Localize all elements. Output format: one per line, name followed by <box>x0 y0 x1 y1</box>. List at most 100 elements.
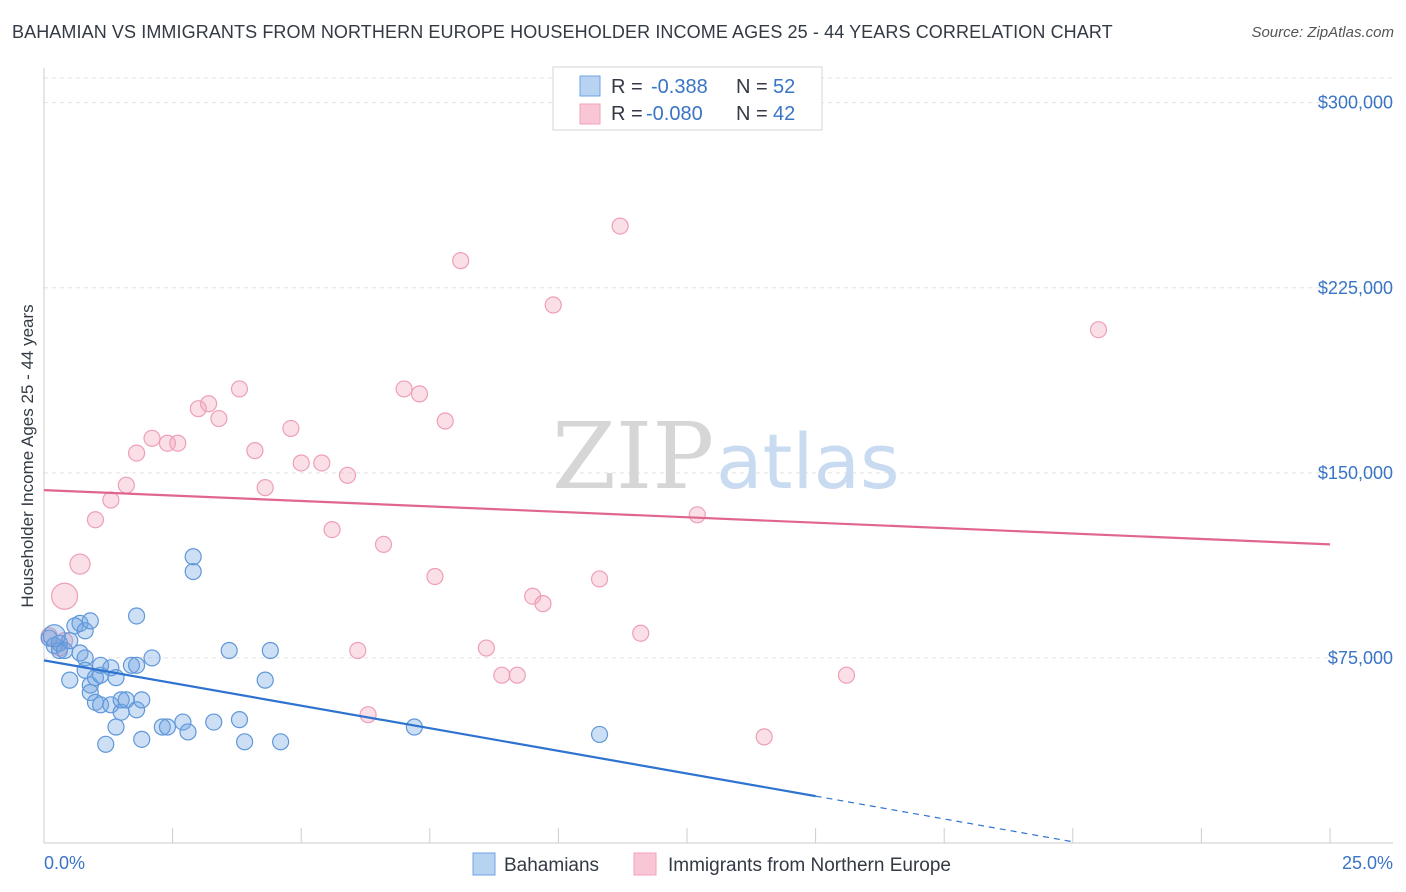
point-bahamians <box>127 607 146 625</box>
x-tick-label-start: 0.0% <box>44 853 85 873</box>
point-bahamians <box>127 701 146 719</box>
chart-title: BAHAMIAN VS IMMIGRANTS FROM NORTHERN EUR… <box>12 22 1113 42</box>
legend-r-label-2: R = <box>611 103 643 125</box>
y-tick-labels: $75,000 $150,000 $225,000 $300,000 <box>1318 93 1393 668</box>
point-bahamians <box>61 671 79 689</box>
point-bahamians <box>42 624 66 648</box>
point-immigrants <box>374 535 393 554</box>
point-bahamians <box>220 641 238 660</box>
point-immigrants <box>169 434 187 452</box>
point-bahamians <box>81 683 99 702</box>
point-immigrants <box>50 582 79 610</box>
point-bahamians <box>158 718 177 736</box>
point-immigrants <box>86 511 105 529</box>
point-immigrants <box>452 252 470 270</box>
series-bahamians-points <box>40 548 609 753</box>
point-bahamians <box>261 641 279 660</box>
point-immigrants <box>611 217 629 235</box>
series-legend: Bahamians Immigrants from Northern Europ… <box>472 852 951 876</box>
point-bahamians <box>122 656 141 674</box>
bottom-legend-label-immigrants: Immigrants from Northern Europe <box>668 855 951 876</box>
point-immigrants <box>143 429 161 447</box>
point-bahamians <box>590 725 609 744</box>
bottom-legend-swatch-immigrants <box>633 852 657 876</box>
y-tick-label: $225,000 <box>1318 278 1393 298</box>
point-immigrants <box>688 506 706 524</box>
bottom-legend-swatch-bahamians <box>472 852 496 876</box>
point-bahamians <box>76 649 94 667</box>
point-bahamians <box>272 733 290 751</box>
legend-swatch-bahamians <box>579 75 601 97</box>
point-bahamians <box>153 718 171 736</box>
bottom-legend-label-bahamians: Bahamians <box>504 855 599 876</box>
legend-r-label-1: R = <box>611 76 643 98</box>
point-bahamians <box>107 718 125 736</box>
watermark-zip: ZIP <box>552 403 714 510</box>
point-immigrants <box>349 641 367 660</box>
point-immigrants <box>338 466 357 484</box>
point-bahamians <box>97 735 115 753</box>
point-immigrants <box>292 454 310 472</box>
point-immigrants <box>1089 321 1108 339</box>
point-bahamians <box>133 730 151 748</box>
point-immigrants <box>127 444 146 462</box>
point-bahamians <box>179 723 197 741</box>
gridlines <box>44 77 1393 659</box>
source-label: Source: ZipAtlas.com <box>1251 24 1394 41</box>
y-tick-label: $75,000 <box>1328 648 1393 668</box>
point-bahamians <box>133 691 151 709</box>
point-immigrants <box>230 380 249 398</box>
x-tick-labels: 0.0% 25.0% <box>44 853 1393 873</box>
point-immigrants <box>426 567 444 586</box>
point-bahamians <box>112 691 130 709</box>
y-tick-label: $150,000 <box>1318 463 1393 483</box>
legend-n-value-2: 42 <box>773 103 795 125</box>
point-immigrants <box>69 553 91 575</box>
point-immigrants <box>256 479 274 497</box>
trend-line-immigrants <box>43 489 1331 546</box>
axes <box>43 68 1393 844</box>
y-tick-label: $300,000 <box>1318 93 1393 113</box>
point-immigrants <box>590 570 609 588</box>
point-immigrants <box>436 412 454 430</box>
y-axis-title: Householder Income Ages 25 - 44 years <box>18 304 37 607</box>
point-immigrants <box>632 624 650 642</box>
point-immigrants <box>323 520 341 539</box>
point-immigrants <box>102 491 120 509</box>
point-bahamians <box>71 644 89 662</box>
point-bahamians <box>174 713 192 731</box>
point-immigrants <box>755 728 773 746</box>
point-immigrants <box>493 666 511 684</box>
legend-swatch-immigrants <box>579 103 601 125</box>
point-bahamians <box>236 733 254 751</box>
point-immigrants <box>282 419 300 438</box>
x-tick-label-end: 25.0% <box>1342 853 1393 873</box>
point-bahamians <box>184 548 202 566</box>
legend-n-value-1: 52 <box>773 76 795 98</box>
point-immigrants <box>544 296 562 314</box>
trend-line-bahamians <box>43 659 816 798</box>
point-immigrants <box>477 639 495 657</box>
legend-n-label-2: N = <box>736 103 768 125</box>
point-bahamians <box>256 671 274 689</box>
point-immigrants <box>117 476 135 494</box>
trend-lines <box>43 489 1331 843</box>
legend-n-label-1: N = <box>736 76 768 98</box>
point-immigrants <box>200 395 218 413</box>
point-bahamians <box>143 649 161 667</box>
point-immigrants <box>313 454 331 472</box>
watermark: ZIP atlas <box>552 403 900 510</box>
point-immigrants <box>837 666 856 684</box>
point-immigrants <box>246 442 264 460</box>
point-immigrants <box>189 400 207 418</box>
correlation-legend: R = -0.388 N = 52 R = -0.080 N = 42 <box>552 66 823 131</box>
point-bahamians <box>230 711 249 729</box>
point-immigrants <box>359 706 377 724</box>
point-bahamians <box>76 622 94 640</box>
series-immigrants-points <box>40 217 1108 746</box>
point-bahamians <box>81 612 99 630</box>
point-immigrants <box>508 666 526 684</box>
point-immigrants <box>210 409 228 428</box>
point-bahamians <box>205 713 223 731</box>
